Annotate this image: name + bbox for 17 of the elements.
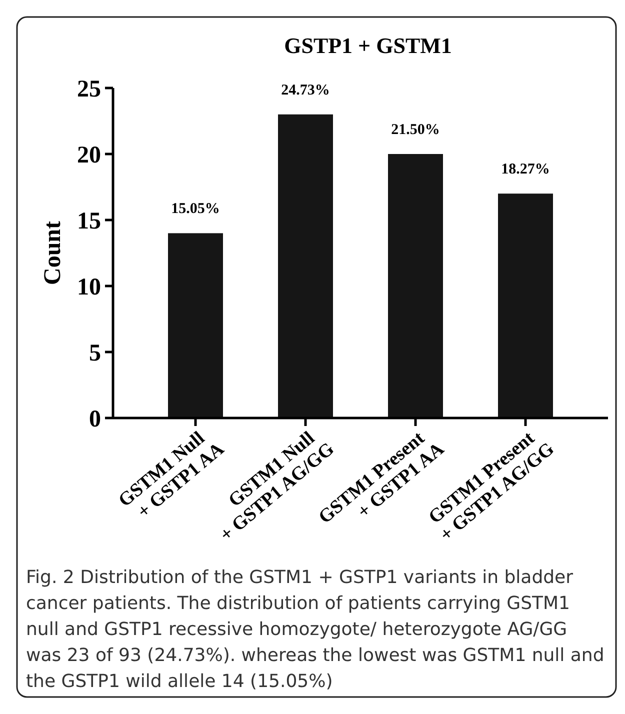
bar: [168, 233, 223, 418]
caption: Fig. 2 Distribution of the GSTM1 + GSTP1 variants in bladder cancer patients. The distribution of patients carrying GSTM1 null and GSTP1 recessive homozygote/ heterozygote AG/GG was 23 of 93 (24.73%). whereas the lowest was GSTM1 null and the GSTP1 wild allele 14 (15.05%): [26, 567, 604, 692]
annotation: 24.73%: [281, 82, 330, 98]
y-axis-title: Count: [40, 220, 66, 286]
y-tick-label: 15: [77, 208, 101, 234]
chart-title: GSTP1 + GSTM1: [284, 33, 452, 58]
y-tick-label: 20: [77, 142, 101, 168]
bar: [278, 114, 333, 418]
y-tick-label: 10: [77, 274, 101, 300]
y-tick-label: 25: [77, 76, 101, 102]
bar: [388, 154, 443, 418]
annotation: 21.50%: [391, 122, 440, 138]
y-tick-label: 5: [89, 340, 101, 366]
annotation: 15.05%: [171, 201, 220, 218]
bar: [498, 194, 553, 418]
annotation: 18.27%: [501, 162, 550, 178]
y-tick-label: 0: [89, 406, 101, 432]
